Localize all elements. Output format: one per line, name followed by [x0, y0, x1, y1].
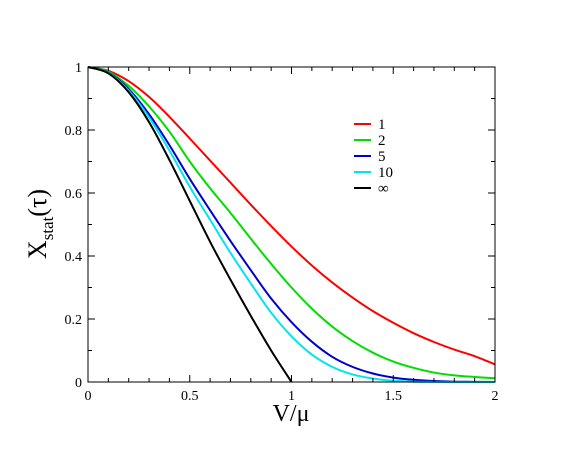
- y-tick-label: 0.4: [65, 250, 83, 265]
- y-axis-title-main: X: [23, 240, 52, 259]
- y-tick-label: 0.8: [65, 124, 83, 139]
- y-tick-label: 1: [75, 61, 82, 76]
- series-line-1: [87, 66, 496, 380]
- legend-label-4: ∞: [378, 181, 389, 197]
- x-tick-label: 2: [492, 389, 499, 404]
- series-line-0: [87, 66, 496, 366]
- series-line-2: [87, 66, 496, 383]
- ticks-layer: 0 0.5 1 1.5 2 0 0.2 0.4 0.6 0.8 1: [65, 61, 499, 404]
- legend-label-1: 2: [378, 133, 386, 149]
- legend-label-2: 5: [378, 149, 386, 165]
- y-axis-title: Xstat(τ): [23, 189, 57, 259]
- y-axis-title-subscript: stat: [38, 216, 57, 240]
- x-tick-label: 0.5: [181, 389, 199, 404]
- y-tick-label: 0.6: [65, 187, 83, 202]
- x-tick-label: 1: [288, 389, 295, 404]
- series-layer: [87, 66, 496, 384]
- y-tick-label: 0: [75, 376, 82, 391]
- x-axis-title: V/μ: [273, 401, 310, 427]
- series-line-4: [87, 66, 293, 383]
- plot-frame: [87, 66, 496, 383]
- y-tick-label: 0.2: [65, 313, 83, 328]
- x-tick-label: 1.5: [385, 389, 403, 404]
- y-axis-title-argument: (τ): [23, 189, 52, 217]
- legend-label-3: 10: [378, 165, 393, 181]
- x-tick-label: 0: [85, 389, 92, 404]
- legend-label-0: 1: [378, 117, 386, 133]
